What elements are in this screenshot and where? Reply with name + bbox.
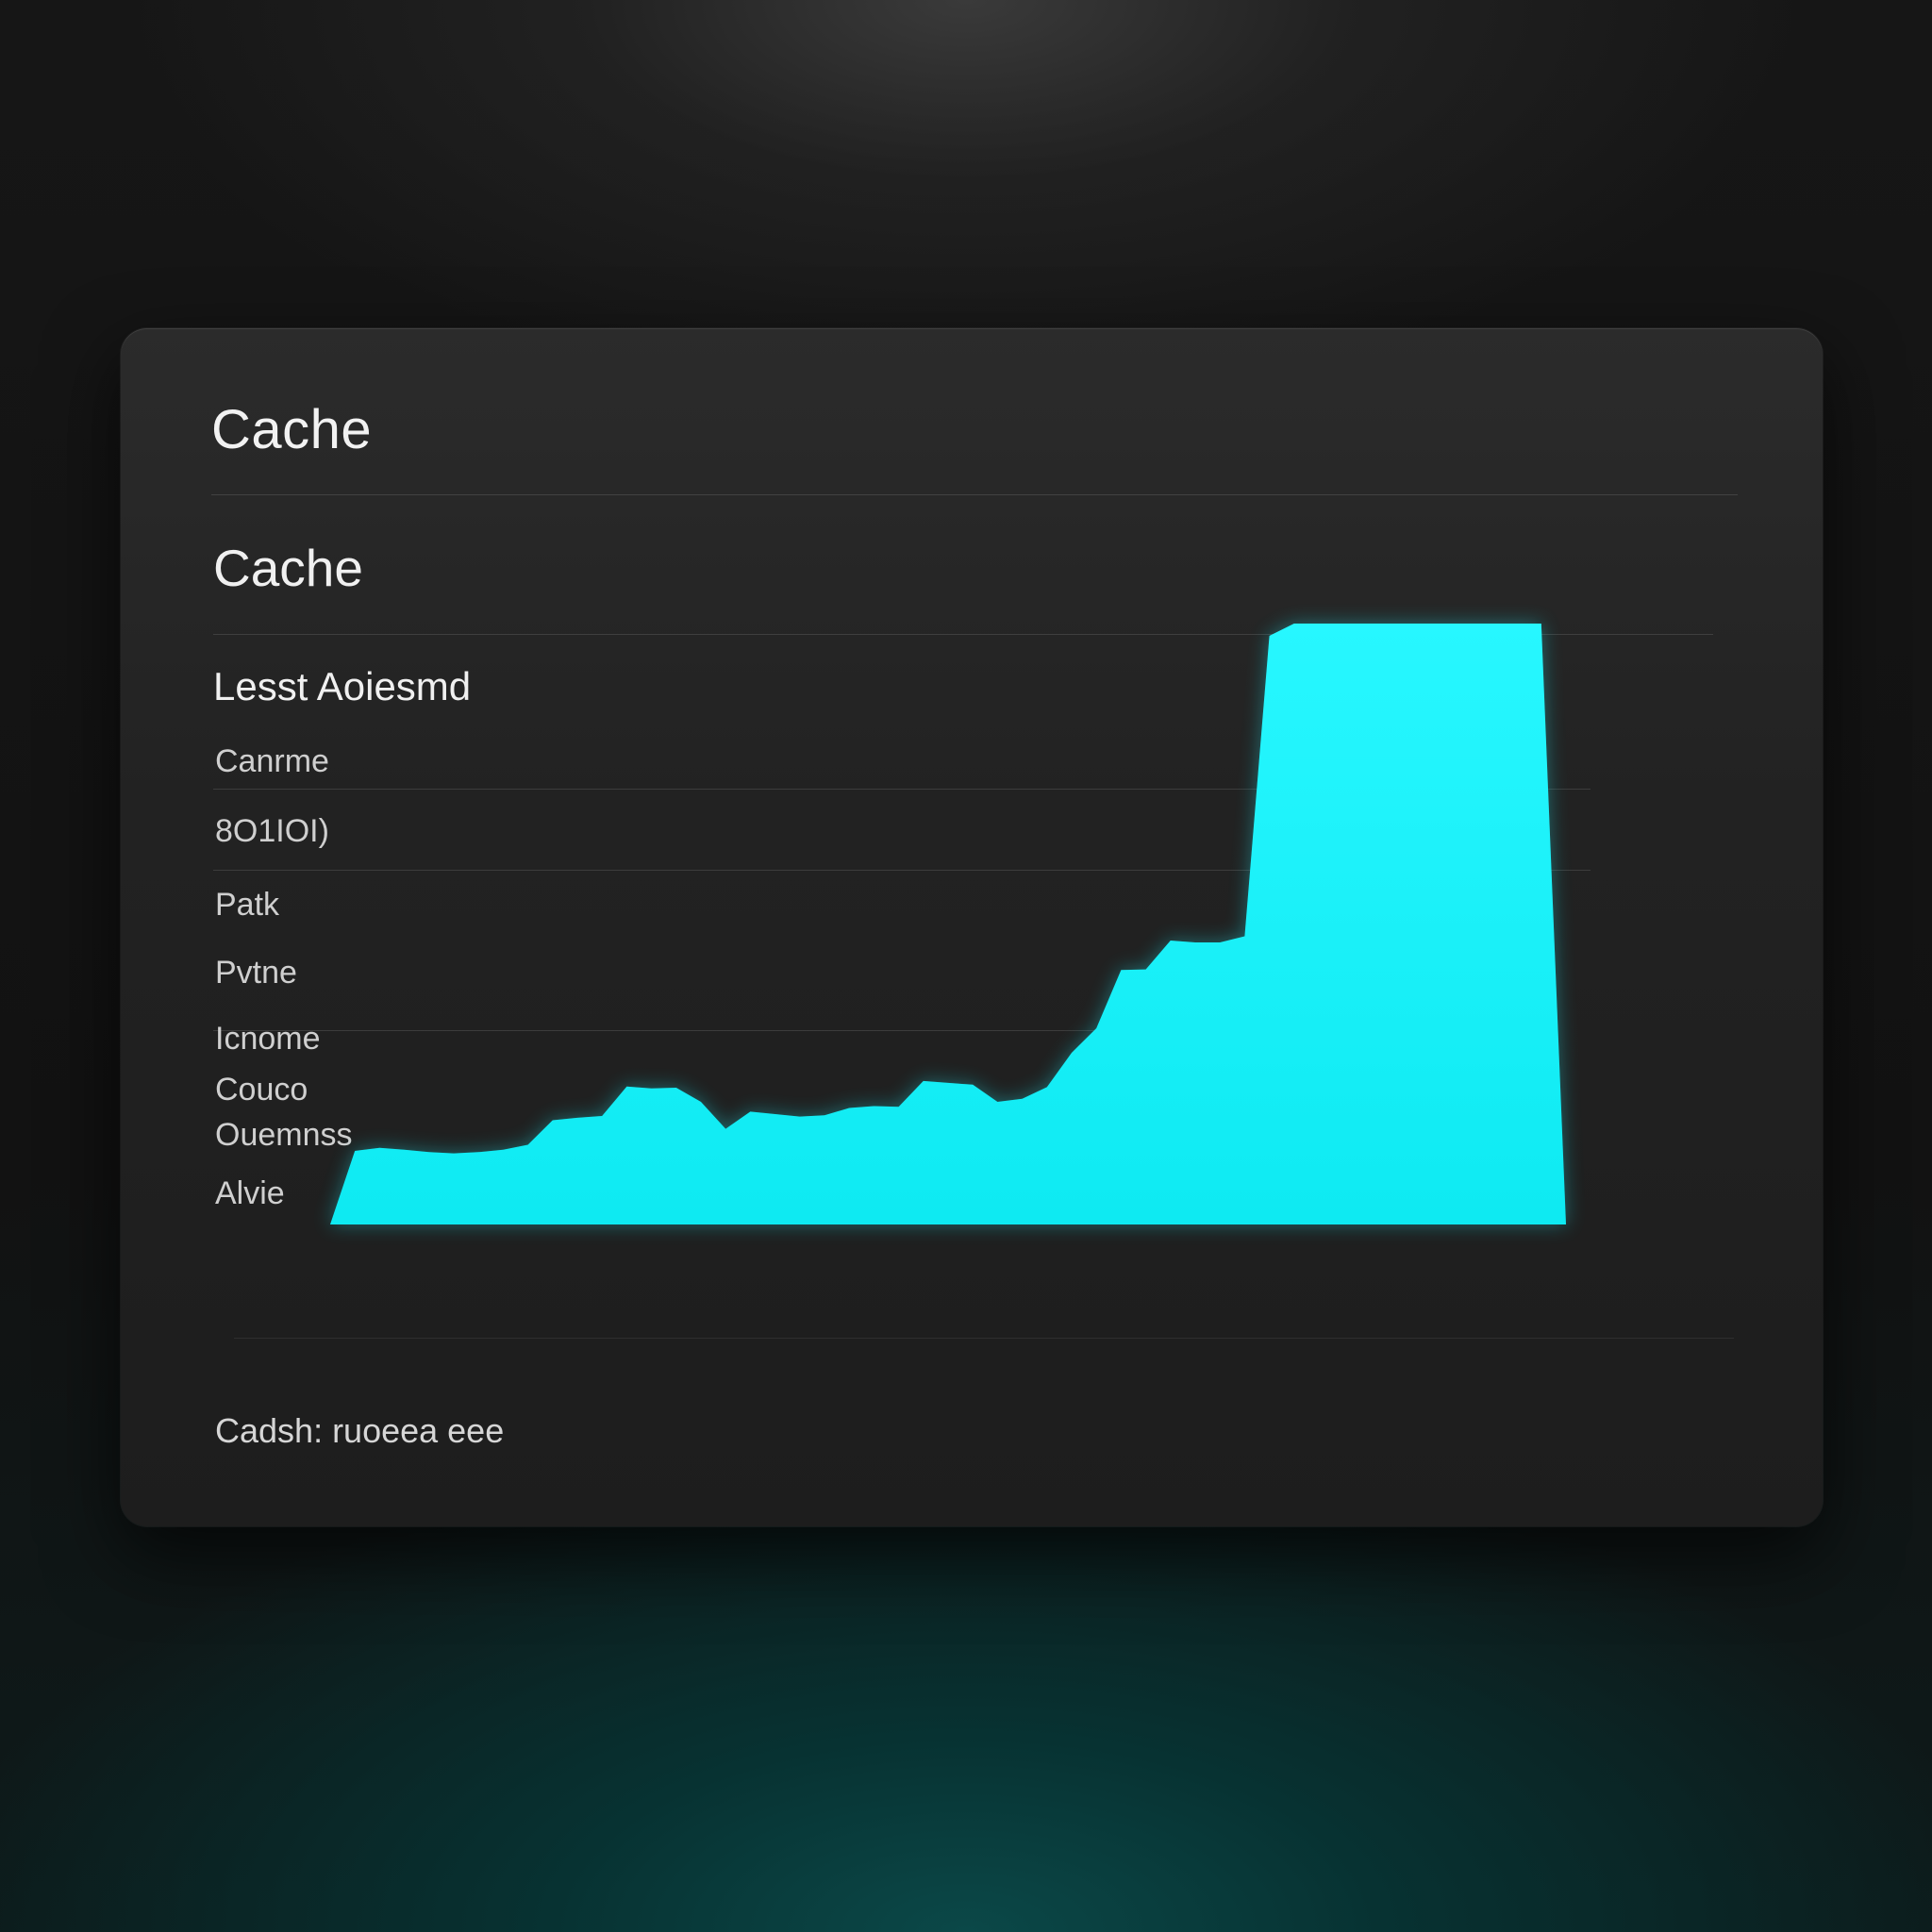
title-divider — [211, 494, 1738, 495]
area-chart — [330, 624, 1566, 1224]
footer-divider — [234, 1338, 1734, 1339]
card-title: Cache — [211, 399, 373, 460]
card-subtitle: Cache — [213, 539, 363, 597]
row-label: Ouemnss — [215, 1117, 353, 1153]
row-label: Pvtne — [215, 955, 297, 991]
row-divider — [213, 870, 1591, 871]
row-divider — [213, 789, 1591, 790]
footer-status: Cadsh: ruoeea eee — [215, 1411, 505, 1450]
row-label: 8O1IOI) — [215, 813, 329, 849]
row-label: Couco — [215, 1072, 308, 1108]
row-label: Icnome — [215, 1021, 321, 1057]
series-area — [330, 624, 1566, 1224]
subtitle-divider — [213, 634, 1713, 635]
row-label: Alvie — [215, 1175, 285, 1211]
row-divider — [213, 1030, 1440, 1031]
cache-card: Cache Cache Lesst Aoiesmd Canrme 8O1IOI)… — [121, 328, 1823, 1526]
section-heading: Lesst Aoiesmd — [213, 664, 472, 708]
row-label: Patk — [215, 887, 280, 923]
row-label: Canrme — [215, 743, 329, 779]
